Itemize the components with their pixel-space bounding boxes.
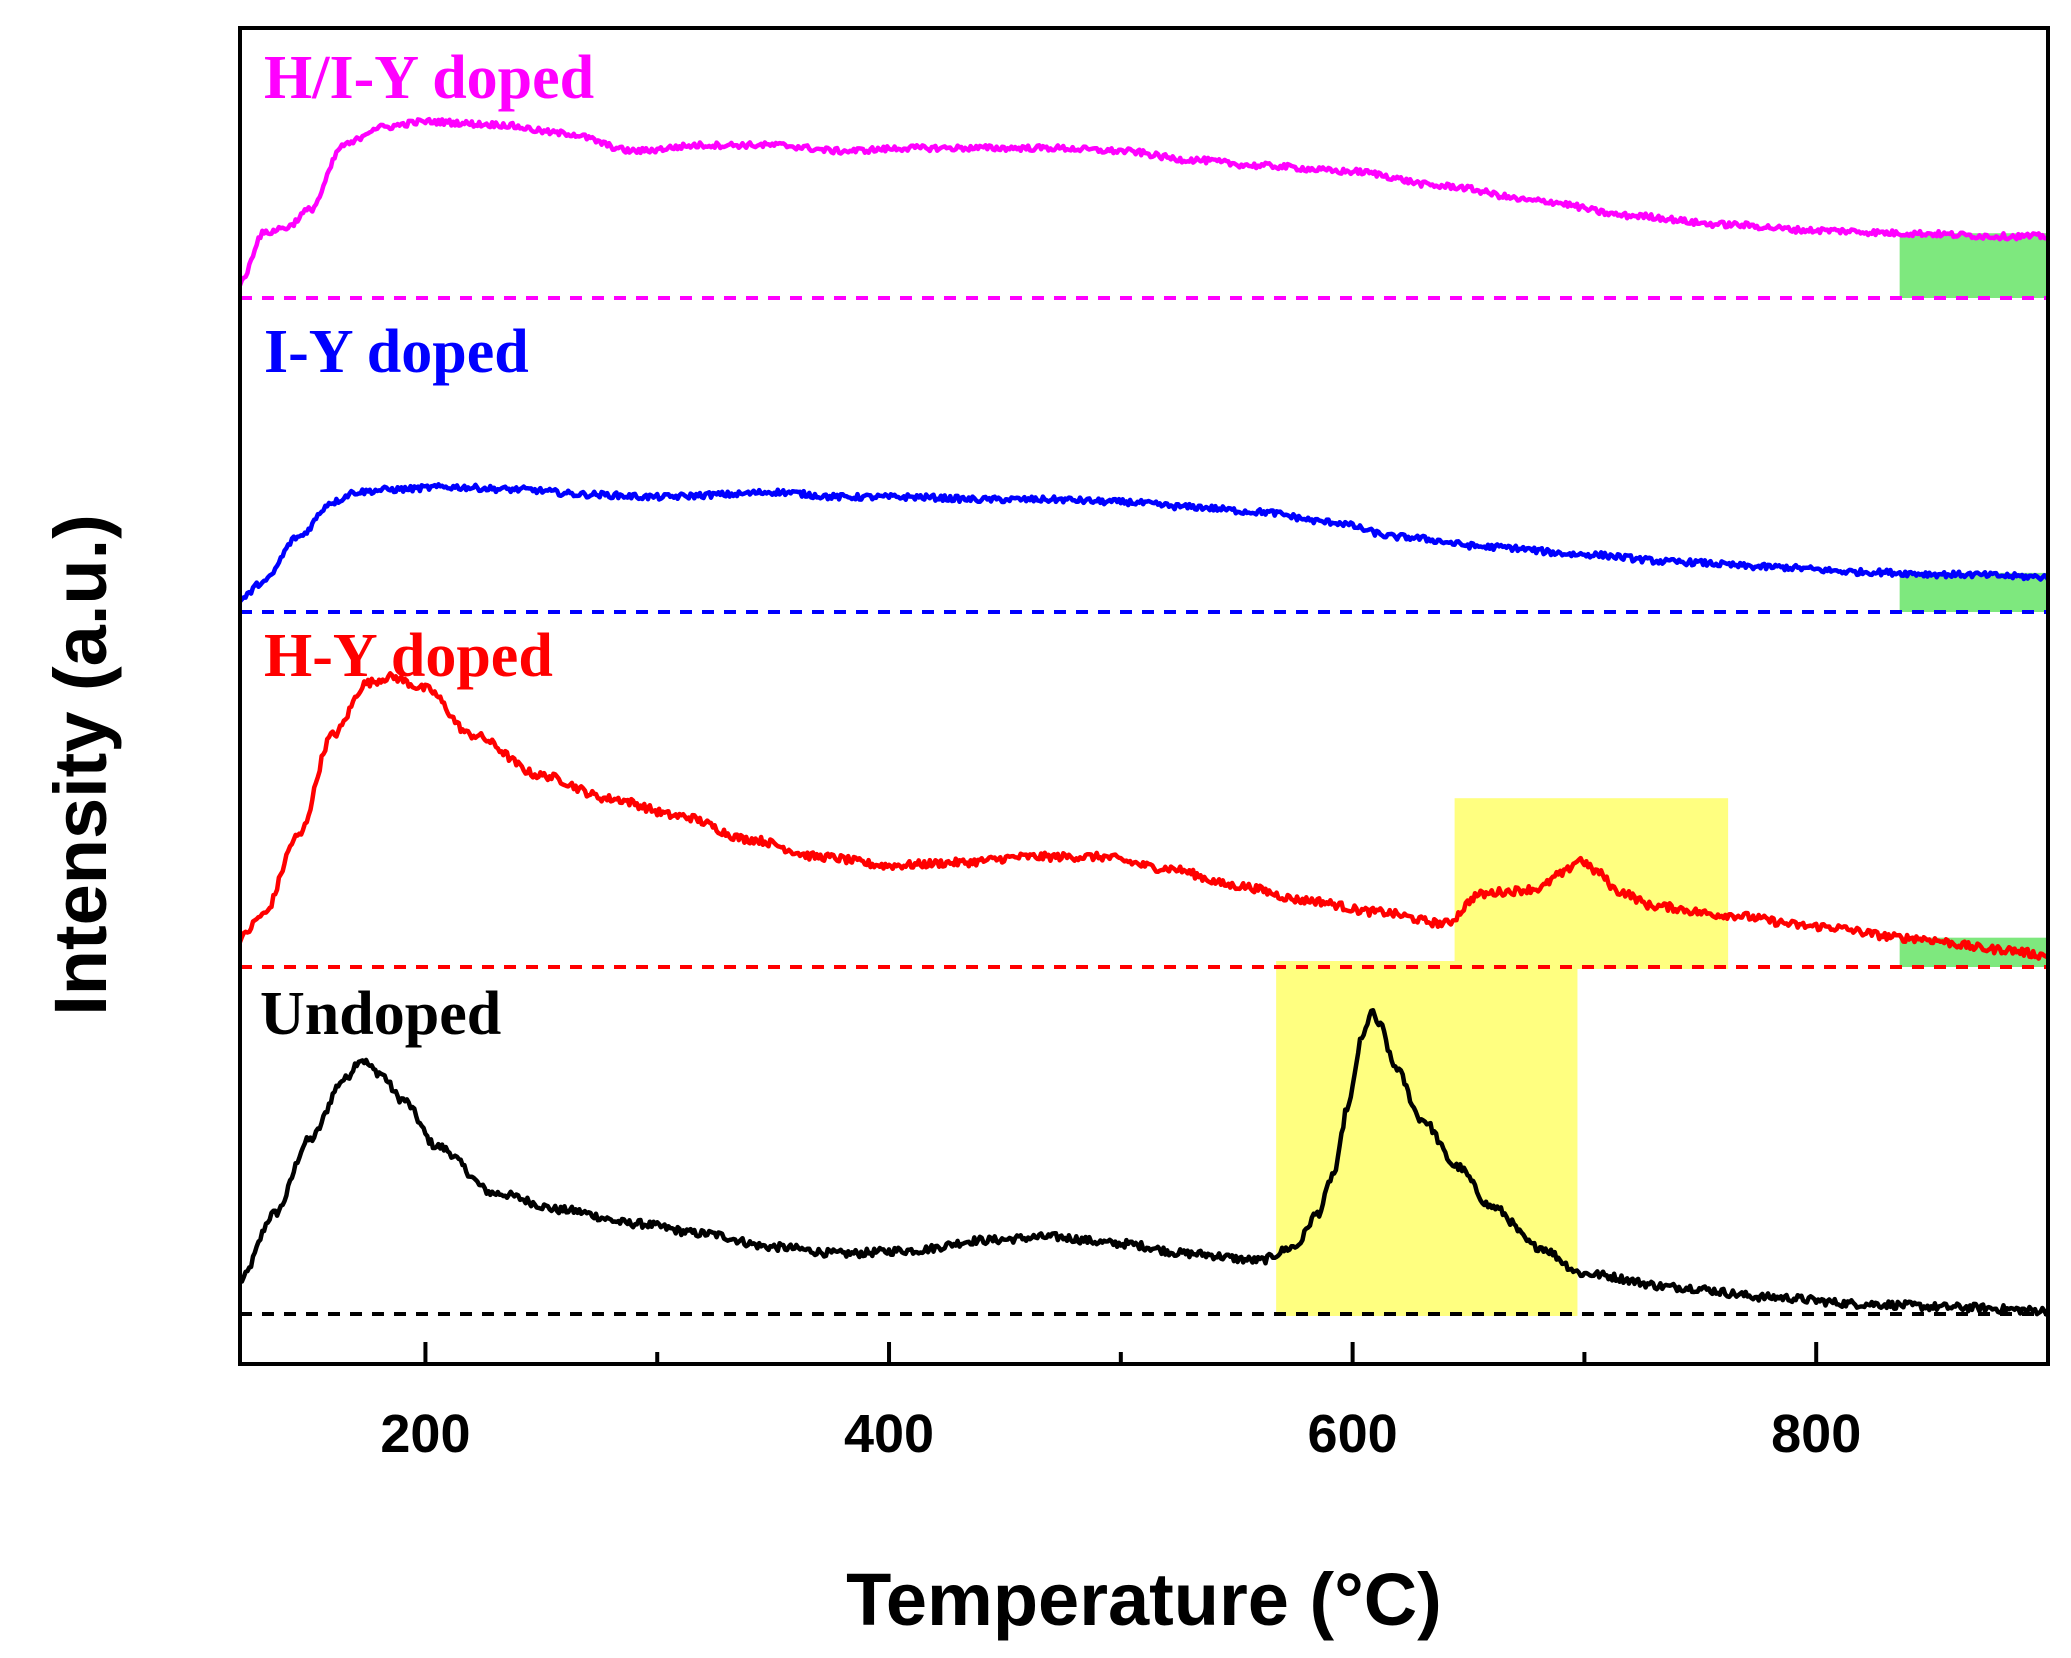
series-line-hy: [237, 671, 2050, 961]
plot-frame: [238, 26, 2050, 1366]
x-tick-label-400: 400: [844, 1404, 934, 1464]
series-label-hy: H-Y doped: [264, 622, 553, 690]
x-tick-label-800: 800: [1771, 1404, 1861, 1464]
x-axis-title: Temperature (°C): [846, 1558, 1442, 1641]
series-line-iy: [238, 482, 2050, 603]
x-tick-label-600: 600: [1308, 1404, 1398, 1464]
series-label-iy: I-Y doped: [264, 318, 529, 386]
x-axis-ticks: 200 400 600 800: [380, 1342, 2050, 1464]
highlight-yellow-undoped-0: [1276, 961, 1578, 1316]
series-label-undoped: Undoped: [260, 980, 501, 1048]
highlight-yellow-hy-1: [1454, 798, 1729, 969]
y-axis-title: Intensity (a.u.): [39, 514, 122, 1016]
baseline-layer: [240, 296, 2048, 1316]
highlight-green-hiy-4: [1899, 233, 2048, 298]
series-label-hiy: H/I-Y doped: [264, 44, 594, 112]
highlight-layer: [1276, 233, 2048, 1316]
series-line-undoped: [238, 1007, 2051, 1317]
series-layer: [237, 116, 2051, 1317]
x-tick-label-200: 200: [380, 1404, 470, 1464]
series-line-hiy: [237, 116, 2050, 287]
